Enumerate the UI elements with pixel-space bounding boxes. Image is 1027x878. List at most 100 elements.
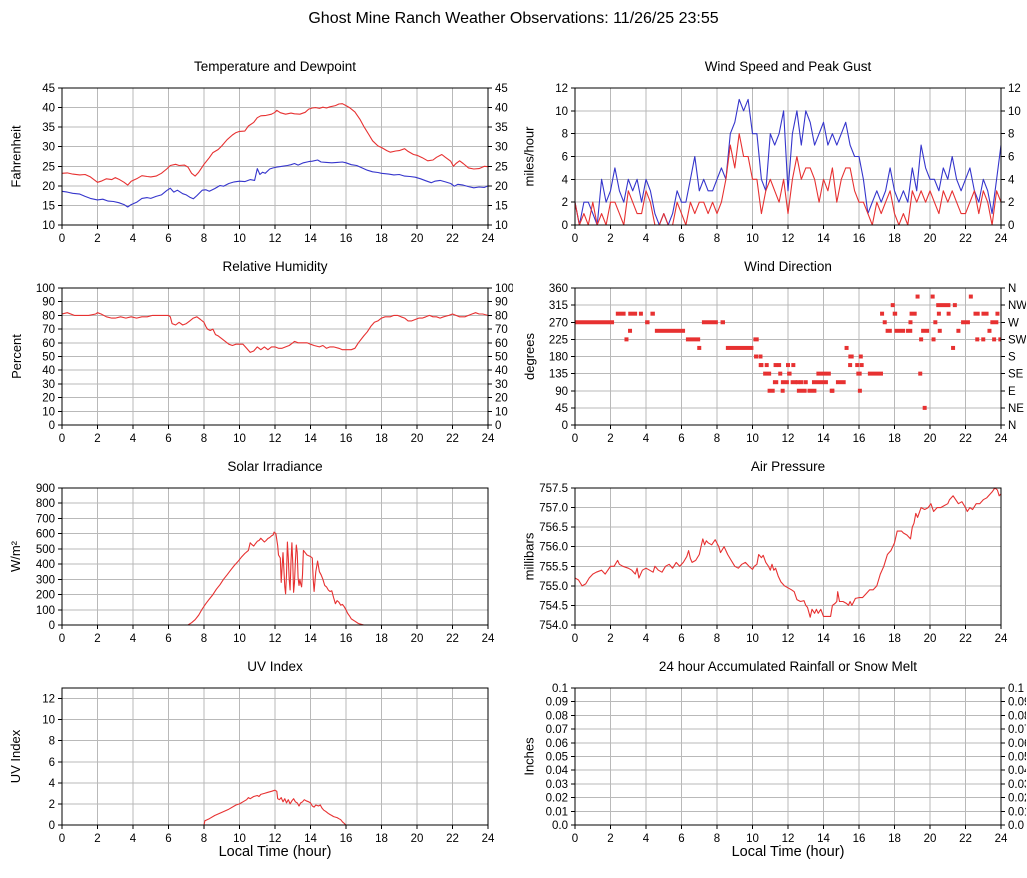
svg-text:0: 0	[495, 420, 501, 432]
svg-text:8: 8	[201, 433, 207, 445]
svg-text:N: N	[1008, 283, 1016, 295]
svg-text:2: 2	[94, 233, 100, 245]
svg-text:SE: SE	[1008, 369, 1024, 381]
svg-text:24: 24	[995, 633, 1008, 645]
x-axis-label: Local Time (hour)	[731, 844, 845, 860]
axis-ticks	[571, 287, 1005, 429]
svg-text:756.5: 756.5	[539, 522, 568, 534]
panel-relative-humidity: 0 10 20 30 40 50 60 70 80 90 100 0 10 20 30 40 50 60 70 80 9…	[0, 252, 514, 452]
svg-text:0.1: 0.1	[1008, 683, 1024, 695]
svg-text:0: 0	[572, 233, 578, 245]
panel-uv-index: 0 2 4 6 8 10 12 0 2 4 6 8 10 12 14 16 18 20 22 24 UV Index …	[0, 652, 513, 878]
svg-text:360: 360	[549, 283, 568, 295]
svg-text:70: 70	[42, 324, 55, 336]
y-tick-labels: 754.0 754.5 755.0 755.5 756.0 756.5 757.0 757.5	[539, 483, 568, 632]
axis-ticks	[58, 87, 492, 229]
series-wind-speed	[575, 133, 1001, 225]
svg-text:16: 16	[340, 833, 353, 845]
svg-text:10: 10	[42, 406, 55, 418]
svg-text:12: 12	[269, 433, 282, 445]
svg-text:8: 8	[201, 233, 207, 245]
svg-text:755.5: 755.5	[539, 561, 568, 573]
svg-text:SW: SW	[1008, 334, 1026, 346]
gridlines	[575, 688, 1001, 825]
chart-canvas-air-pressure: 754.0 754.5 755.0 755.5 756.0 756.5 757.0 757.5…	[539, 483, 1008, 645]
svg-text:0.04: 0.04	[1008, 765, 1026, 777]
svg-text:2: 2	[607, 633, 613, 645]
svg-text:80: 80	[42, 310, 55, 322]
svg-text:8: 8	[201, 833, 207, 845]
svg-text:W: W	[1008, 317, 1019, 329]
chart-title: 24 hour Accumulated Rainfall or Snow Mel…	[658, 659, 918, 674]
svg-text:24: 24	[995, 833, 1008, 845]
svg-text:10: 10	[233, 833, 246, 845]
svg-text:16: 16	[853, 433, 866, 445]
series-relative-humidity	[62, 312, 488, 353]
svg-text:0: 0	[49, 420, 55, 432]
svg-text:4: 4	[130, 833, 137, 845]
svg-text:90: 90	[42, 297, 55, 309]
svg-text:0.08: 0.08	[1008, 710, 1026, 722]
y-right-tick-labels: N NE E SE S SW W NW N	[1008, 283, 1026, 432]
svg-text:700: 700	[36, 513, 55, 525]
svg-text:90: 90	[495, 297, 508, 309]
panel-rainfall: 0.0 0.01 0.02 0.03 0.04 0.05 0.06 0.07 0.08 0.09 0…	[513, 652, 1027, 878]
svg-text:0.01: 0.01	[1008, 806, 1026, 818]
y-tick-labels: 0 2 4 6 8 10 12	[555, 83, 568, 232]
plot-border	[574, 687, 1002, 826]
svg-text:8: 8	[714, 233, 720, 245]
svg-text:6: 6	[165, 233, 171, 245]
svg-text:45: 45	[495, 83, 508, 95]
x-tick-labels: 0 2 4 6 8 10 12 14 16 18 20 22 24	[59, 633, 495, 645]
axis-ticks	[58, 487, 489, 629]
svg-text:6: 6	[562, 152, 568, 164]
svg-text:10: 10	[746, 233, 759, 245]
svg-text:16: 16	[340, 233, 353, 245]
svg-text:10: 10	[1008, 106, 1021, 118]
svg-text:20: 20	[411, 833, 424, 845]
svg-text:0.0: 0.0	[552, 820, 568, 832]
y-right-tick-labels: 0.0 0.010.02 0.03 0.040.05 0.06 0.07 0.080.09 0…	[1008, 683, 1026, 832]
svg-text:8: 8	[49, 736, 55, 748]
svg-text:0.09: 0.09	[1008, 697, 1026, 709]
svg-text:24: 24	[482, 633, 495, 645]
svg-text:E: E	[1008, 386, 1016, 398]
plot-border	[61, 87, 489, 226]
svg-text:16: 16	[853, 833, 866, 845]
svg-text:18: 18	[375, 433, 388, 445]
svg-text:2: 2	[94, 633, 100, 645]
chart-title: Air Pressure	[750, 459, 826, 474]
y-axis-label: millibars	[521, 532, 537, 581]
svg-text:2: 2	[94, 433, 100, 445]
svg-text:754.5: 754.5	[539, 600, 568, 612]
svg-text:0: 0	[59, 633, 65, 645]
svg-text:10: 10	[746, 633, 759, 645]
svg-text:20: 20	[924, 433, 937, 445]
svg-text:20: 20	[42, 393, 55, 405]
svg-text:6: 6	[49, 757, 55, 769]
svg-text:20: 20	[924, 833, 937, 845]
svg-text:60: 60	[42, 338, 55, 350]
chart-title: UV Index	[247, 659, 303, 674]
svg-text:10: 10	[233, 633, 246, 645]
svg-text:200: 200	[36, 590, 55, 602]
svg-text:10: 10	[746, 433, 759, 445]
svg-text:40: 40	[495, 365, 508, 377]
svg-text:4: 4	[49, 778, 56, 790]
svg-text:22: 22	[446, 433, 459, 445]
svg-text:0.08: 0.08	[546, 710, 568, 722]
svg-text:20: 20	[411, 633, 424, 645]
svg-text:6: 6	[678, 833, 684, 845]
svg-text:180: 180	[549, 352, 568, 364]
series-air-pressure	[575, 488, 1001, 618]
y-axis-label: degrees	[521, 333, 537, 380]
svg-text:8: 8	[562, 129, 568, 141]
svg-text:400: 400	[36, 559, 55, 571]
svg-text:12: 12	[782, 633, 795, 645]
svg-text:0.02: 0.02	[1008, 793, 1026, 805]
svg-text:24: 24	[482, 833, 495, 845]
svg-text:757.0: 757.0	[539, 503, 568, 515]
svg-text:0.05: 0.05	[546, 752, 568, 764]
svg-text:20: 20	[411, 233, 424, 245]
svg-text:0.03: 0.03	[1008, 779, 1026, 791]
